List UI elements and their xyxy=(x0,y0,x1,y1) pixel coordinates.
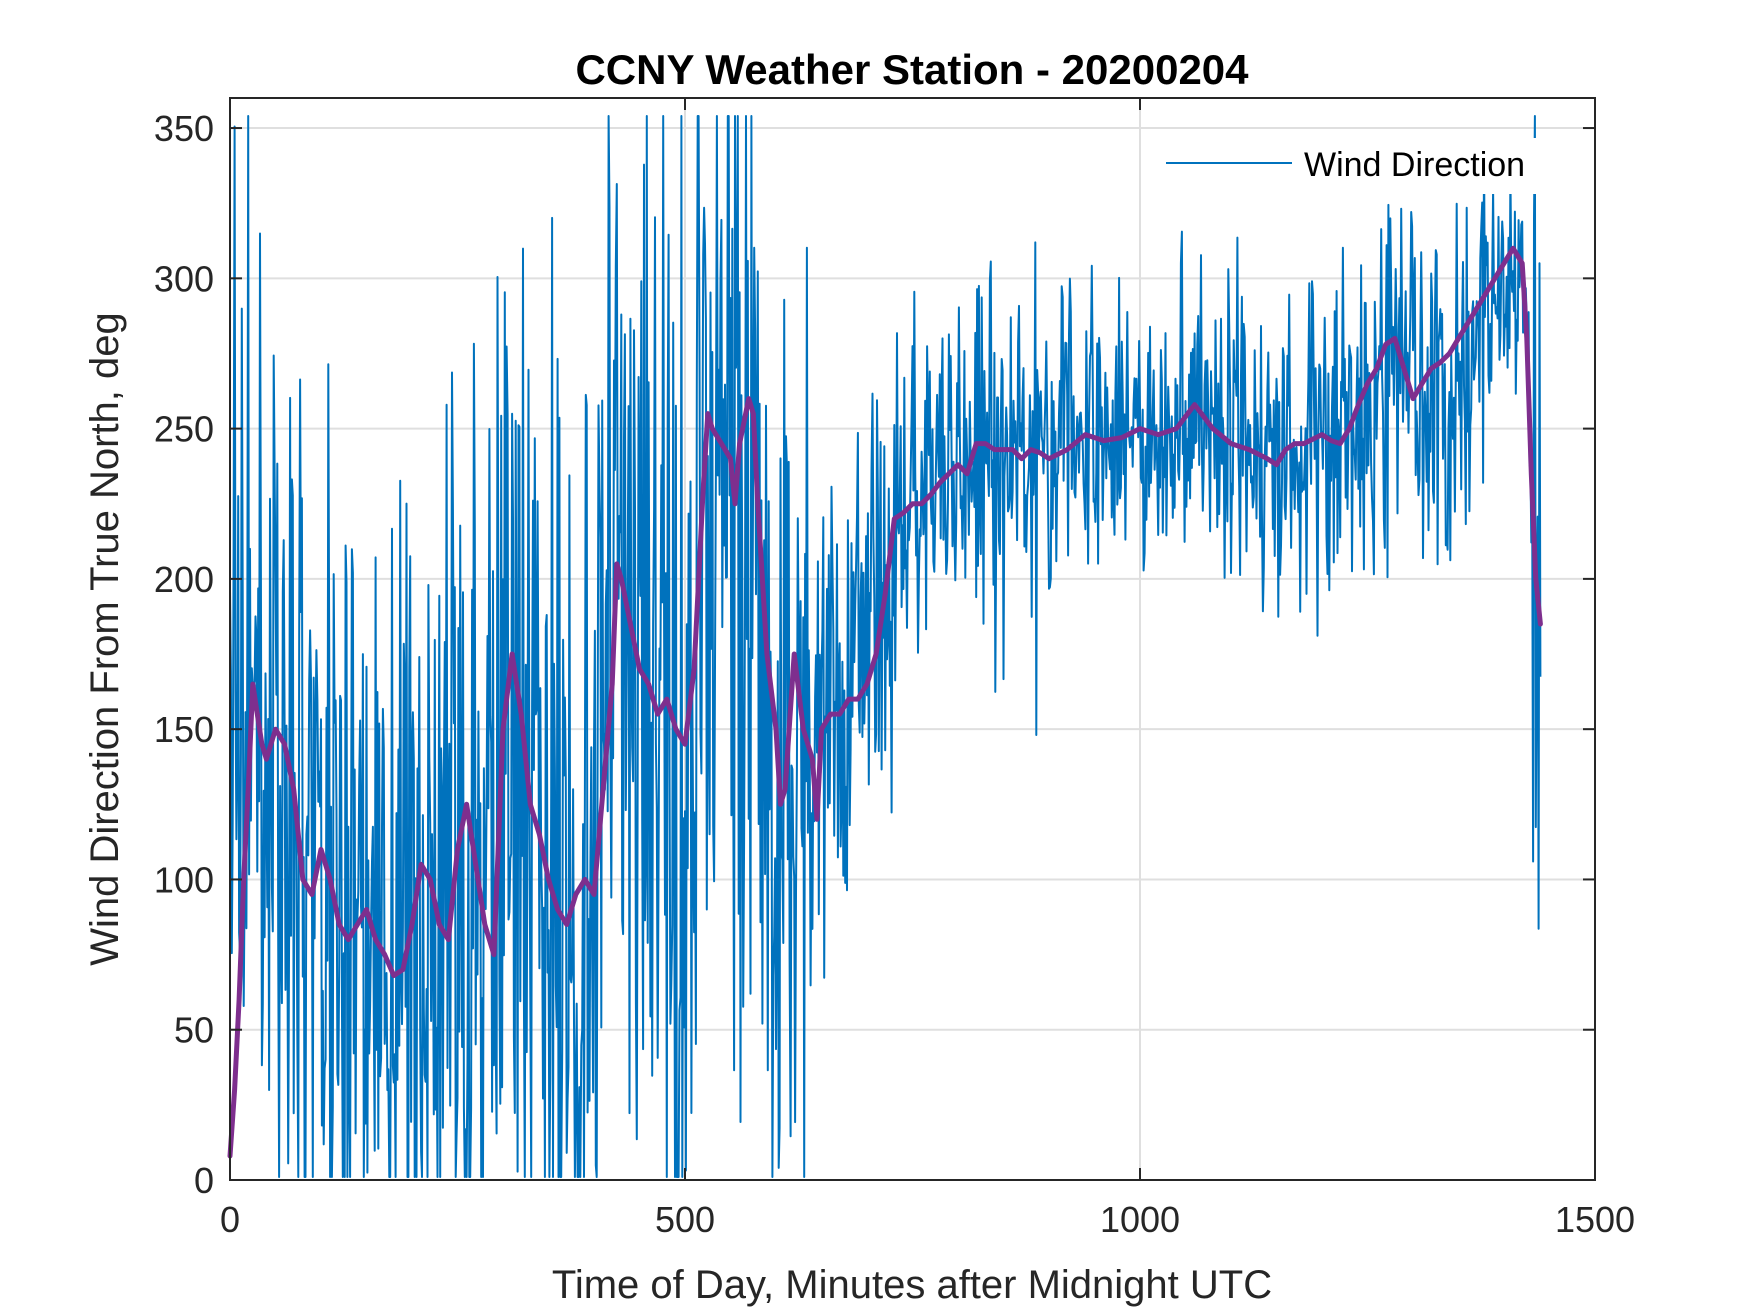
series-line-smoothed xyxy=(227,245,1543,1159)
y-tick-label: 200 xyxy=(154,559,214,600)
y-tick-label: 250 xyxy=(154,409,214,450)
x-tick-label: 500 xyxy=(655,1199,715,1240)
series-line-wind-direction xyxy=(229,115,1542,1178)
raw-series xyxy=(229,115,1542,1178)
x-axis-label: Time of Day, Minutes after Midnight UTC xyxy=(552,1263,1272,1307)
legend-label-wind-direction: Wind Direction xyxy=(1304,146,1525,184)
y-tick-label: 150 xyxy=(154,709,214,750)
y-tick-label: 300 xyxy=(154,258,214,299)
y-tick-label: 50 xyxy=(174,1010,214,1051)
x-tick-label: 1000 xyxy=(1100,1199,1180,1240)
legend: Wind Direction xyxy=(1148,138,1580,194)
axis-ticks: 0 500 1000 1500 0 50 100 150 200 250 300 350 xyxy=(154,98,1635,1240)
y-tick-label: 100 xyxy=(154,859,214,900)
y-tick-label: 0 xyxy=(194,1160,214,1201)
y-tick-label: 350 xyxy=(154,108,214,149)
chart-title: CCNY Weather Station - 20200204 xyxy=(575,46,1249,93)
smoothed-series xyxy=(227,245,1543,1159)
x-tick-label: 0 xyxy=(220,1199,240,1240)
y-axis-label: Wind Direction From True North, deg xyxy=(83,312,127,966)
legend-box xyxy=(1148,138,1580,194)
x-tick-label: 1500 xyxy=(1555,1199,1635,1240)
plot-frame xyxy=(229,97,1596,1181)
